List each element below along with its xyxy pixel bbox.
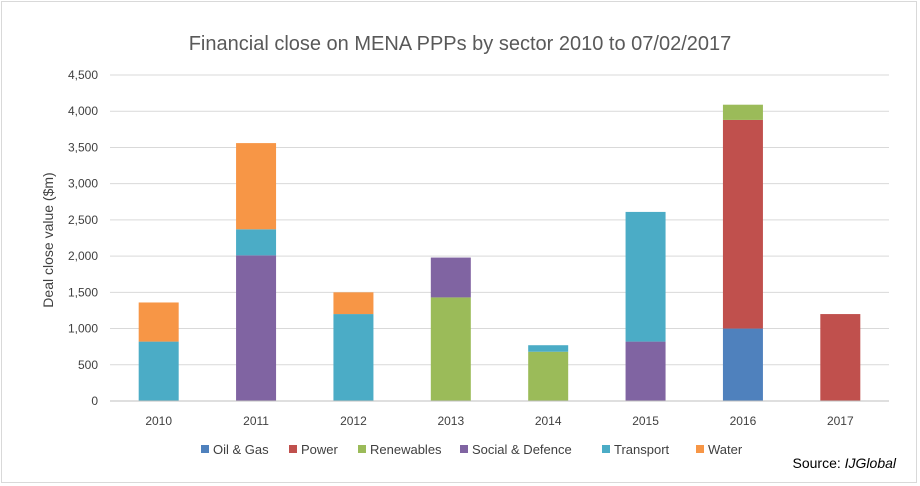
- bar-water-2012: [333, 292, 374, 315]
- legend: Oil & Gas Power Renewables Social & Defence…: [201, 442, 743, 457]
- legend-swatch-transport: [602, 445, 610, 453]
- bar-renewables-2016: [722, 104, 763, 120]
- y-tick-label: 1,500: [68, 285, 98, 299]
- bar-social-and-defence-2013: [430, 257, 471, 298]
- y-tick-label: 4,500: [68, 68, 98, 82]
- legend-swatch-social-and-defence: [460, 445, 468, 453]
- source-label: Source:: [793, 455, 845, 471]
- x-axis-ticks: 2010 2011 2012 2013 2014 2015 2016 2017: [145, 414, 854, 428]
- x-tick-label: 2010: [145, 414, 172, 428]
- bar-transport-2011: [236, 229, 277, 256]
- x-tick-label: 2015: [632, 414, 659, 428]
- legend-label-power: Power: [301, 442, 339, 457]
- bar-power-2017: [820, 314, 861, 401]
- bar-transport-2014: [528, 345, 569, 352]
- bar-renewables-2014: [528, 351, 569, 401]
- legend-label-social-and-defence: Social & Defence: [472, 442, 572, 457]
- bar-social-and-defence-2011: [236, 255, 277, 401]
- legend-swatch-water: [696, 445, 704, 453]
- y-axis-title: Deal close value ($m): [40, 172, 56, 307]
- bar-transport-2012: [333, 314, 374, 401]
- x-tick-label: 2017: [827, 414, 854, 428]
- x-tick-label: 2012: [340, 414, 367, 428]
- x-tick-label: 2014: [535, 414, 562, 428]
- bars: [138, 104, 861, 401]
- legend-swatch-oil-and-gas: [201, 445, 209, 453]
- bar-renewables-2013: [430, 297, 471, 401]
- y-tick-label: 1,000: [68, 322, 98, 336]
- legend-label-renewables: Renewables: [370, 442, 442, 457]
- y-tick-label: 500: [78, 358, 98, 372]
- bar-transport-2015: [625, 211, 666, 342]
- y-tick-label: 4,000: [68, 104, 98, 118]
- y-tick-label: 0: [91, 394, 98, 408]
- source-note: Source: IJGlobal: [793, 455, 897, 471]
- y-tick-label: 2,500: [68, 213, 98, 227]
- chart-title: Financial close on MENA PPPs by sector 2…: [189, 33, 732, 55]
- bar-power-2016: [722, 119, 763, 329]
- legend-swatch-renewables: [358, 445, 366, 453]
- legend-label-oil-and-gas: Oil & Gas: [213, 442, 269, 457]
- y-tick-label: 3,500: [68, 140, 98, 154]
- y-tick-label: 2,000: [68, 249, 98, 263]
- y-axis-ticks: 0 500 1,000 1,500 2,000 2,500 3,000 3,500 4,000 4…: [68, 68, 98, 408]
- x-tick-label: 2011: [243, 414, 269, 428]
- legend-label-transport: Transport: [614, 442, 670, 457]
- bar-social-and-defence-2015: [625, 341, 666, 401]
- gridlines: [110, 74, 889, 366]
- bar-water-2011: [236, 143, 277, 230]
- x-tick-label: 2013: [437, 414, 464, 428]
- legend-label-water: Water: [708, 442, 743, 457]
- source-name: IJGlobal: [845, 455, 897, 471]
- legend-swatch-power: [289, 445, 297, 453]
- x-tick-label: 2016: [730, 414, 757, 428]
- bar-water-2010: [138, 302, 179, 342]
- bar-oil-and-gas-2016: [722, 328, 763, 401]
- y-tick-label: 3,000: [68, 177, 98, 191]
- bar-transport-2010: [138, 341, 179, 401]
